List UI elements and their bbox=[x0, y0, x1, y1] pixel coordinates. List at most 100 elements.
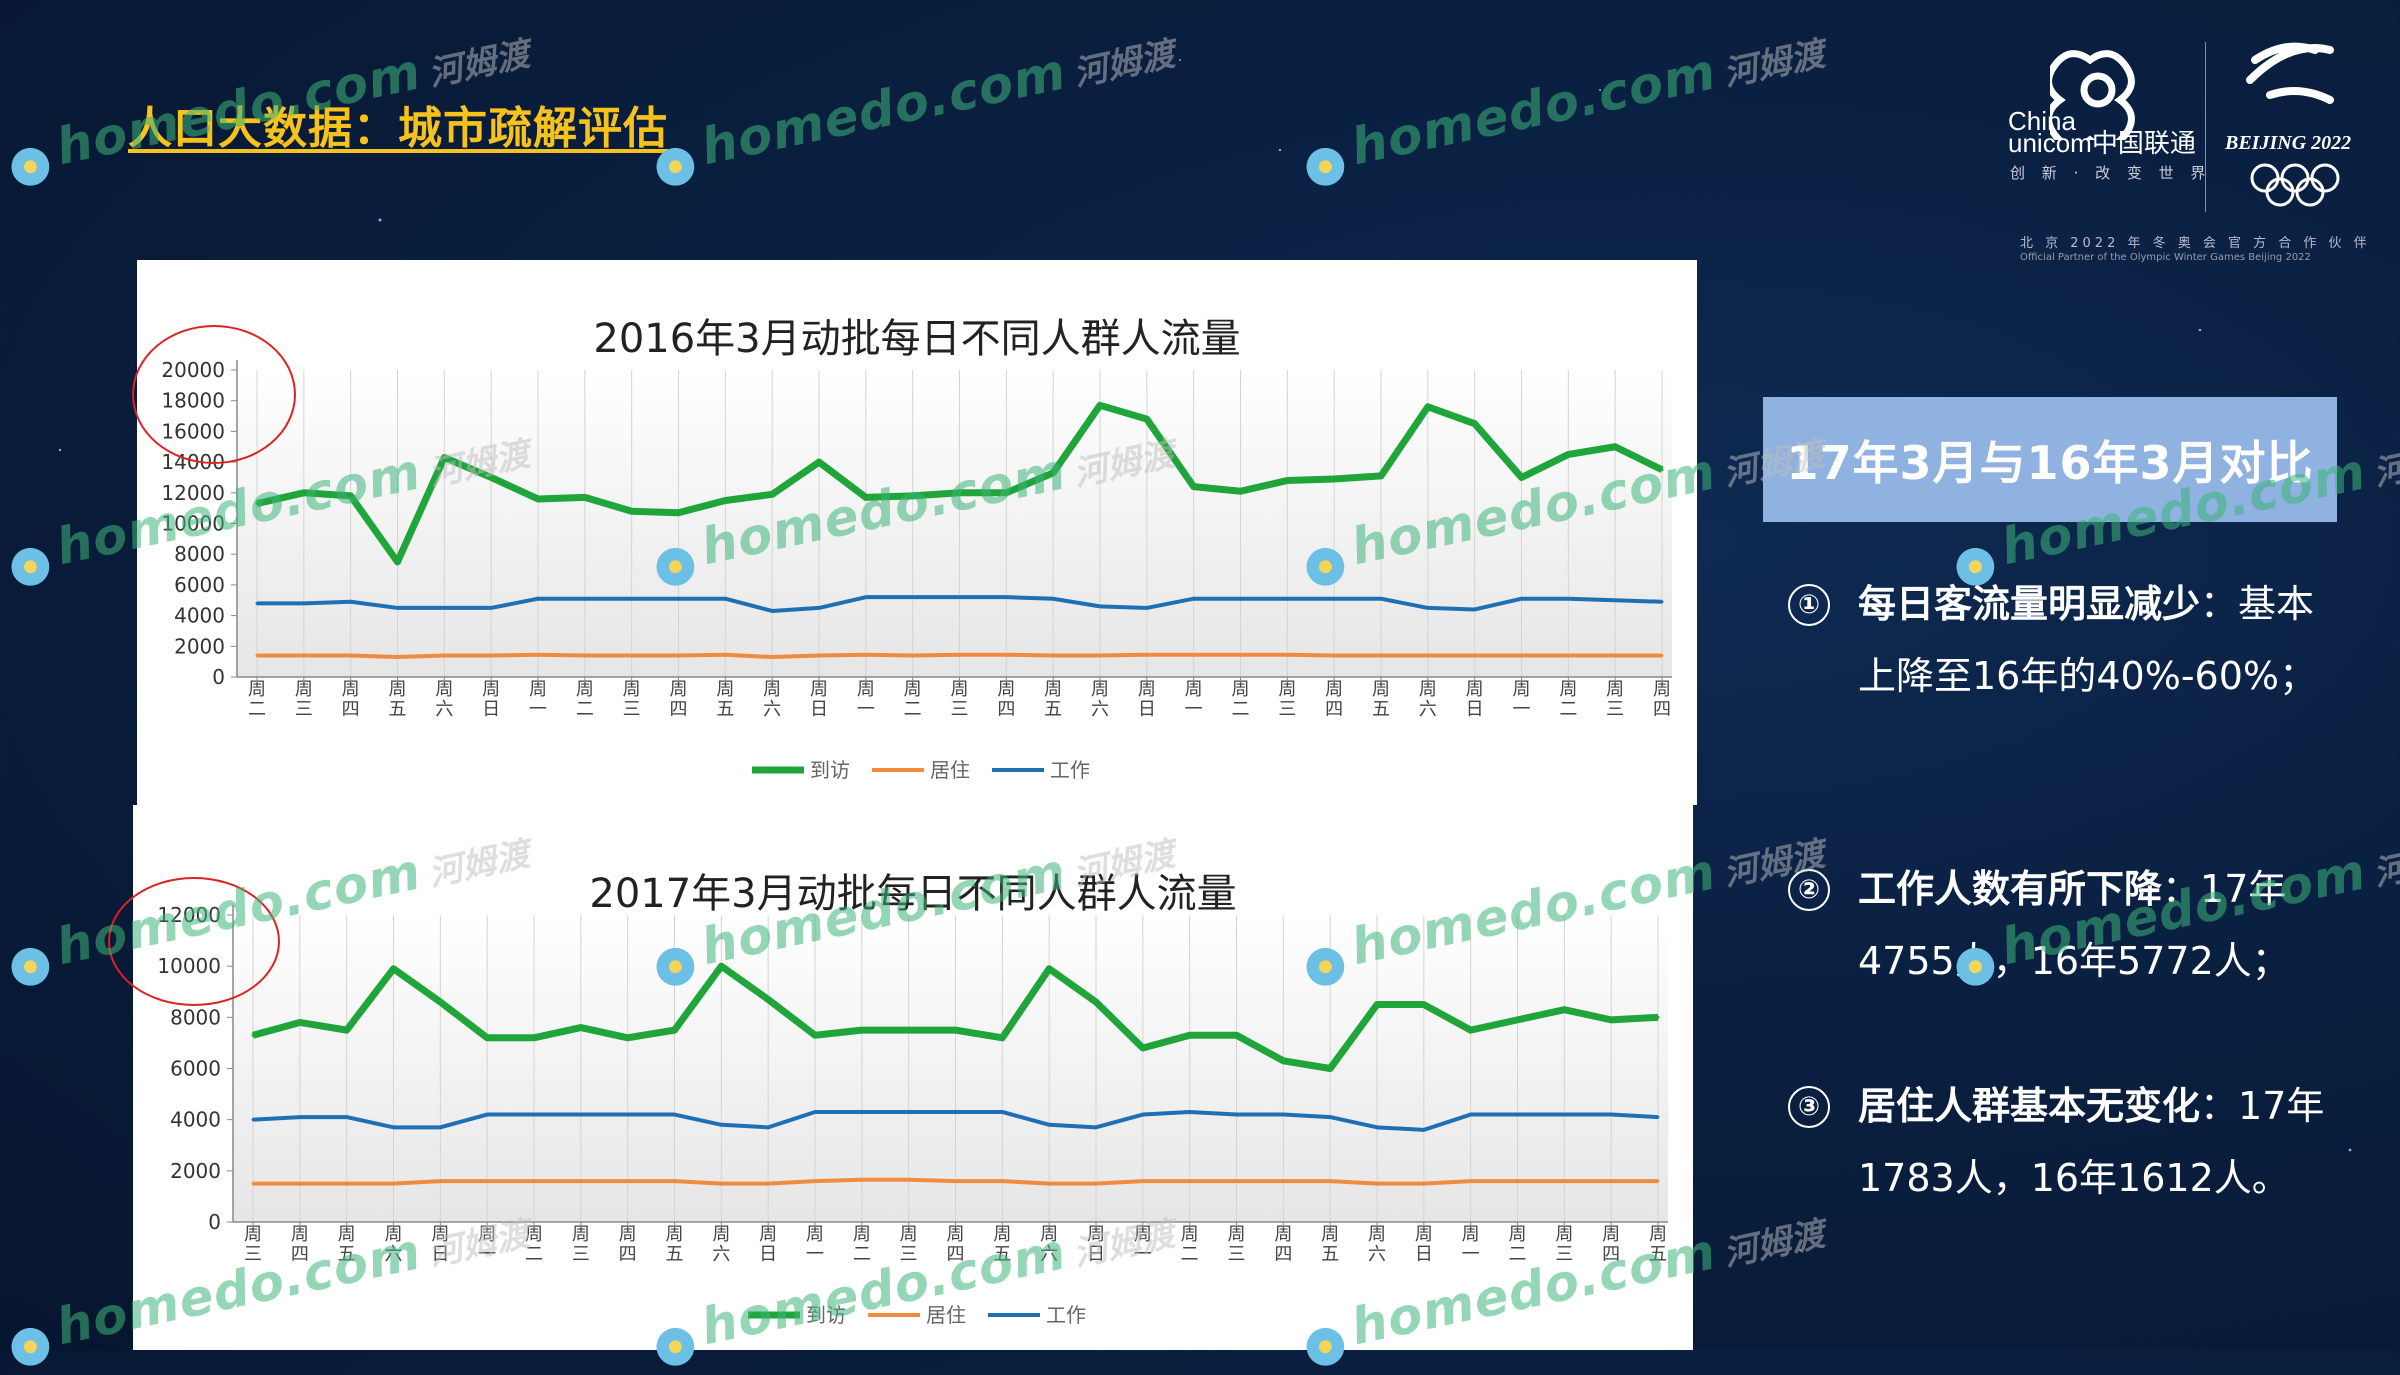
x-tick-label: 周五 bbox=[1321, 1224, 1339, 1265]
data-point bbox=[1656, 1179, 1660, 1183]
data-point bbox=[958, 491, 961, 495]
x-tick-label: 周五 bbox=[666, 1224, 684, 1265]
data-point bbox=[1235, 1113, 1238, 1117]
data-point bbox=[630, 509, 634, 513]
data-point bbox=[489, 606, 493, 610]
data-point bbox=[1000, 1110, 1004, 1114]
data-point bbox=[907, 1178, 911, 1182]
data-point bbox=[345, 1028, 349, 1032]
data-point bbox=[1422, 1182, 1426, 1186]
data-point bbox=[392, 1182, 395, 1186]
x-tick-label: 周二 bbox=[248, 679, 266, 720]
data-point bbox=[719, 1182, 723, 1186]
data-point bbox=[770, 609, 774, 613]
x-tick-label: 周三 bbox=[1278, 679, 1296, 720]
data-point bbox=[723, 498, 727, 502]
data-point bbox=[1328, 1067, 1332, 1070]
x-tick-label: 周二 bbox=[525, 1224, 543, 1265]
y-tick-label: 10000 bbox=[161, 512, 225, 536]
x-tick-label: 周日 bbox=[1087, 1224, 1105, 1265]
data-point bbox=[817, 460, 821, 464]
data-point bbox=[1609, 1179, 1613, 1183]
data-point bbox=[485, 1036, 489, 1040]
x-tick-label: 周三 bbox=[572, 1224, 590, 1265]
data-point bbox=[864, 595, 868, 599]
compare-point-3: ③ 居住人群基本无变化：17年1783人，16年1612人。 bbox=[1788, 1070, 2328, 1214]
data-point bbox=[1332, 597, 1336, 601]
data-point bbox=[1660, 654, 1664, 658]
data-point bbox=[813, 1033, 817, 1037]
legend-label: 到访 bbox=[806, 1303, 846, 1327]
x-tick-label: 周四 bbox=[1274, 1224, 1292, 1265]
x-tick-label: 周二 bbox=[1181, 1224, 1199, 1265]
data-point bbox=[817, 654, 821, 658]
data-point bbox=[1426, 606, 1430, 610]
data-point bbox=[1051, 654, 1055, 658]
data-point bbox=[958, 653, 961, 657]
data-point bbox=[1239, 489, 1242, 493]
compare-point-1: ① 每日客流量明显减少：基本上降至16年的40%-60%； bbox=[1788, 568, 2328, 712]
x-tick-label: 周五 bbox=[716, 679, 734, 720]
data-point bbox=[583, 654, 587, 658]
data-point bbox=[1051, 471, 1055, 475]
data-point bbox=[1000, 1179, 1004, 1183]
x-tick-label: 周六 bbox=[1091, 679, 1109, 720]
data-point bbox=[302, 491, 306, 495]
data-point bbox=[860, 1028, 864, 1032]
data-point bbox=[392, 967, 395, 971]
data-point bbox=[1562, 1008, 1566, 1012]
data-point bbox=[255, 654, 259, 658]
data-point bbox=[1098, 654, 1102, 658]
y-tick-label: 2000 bbox=[174, 634, 225, 658]
data-point bbox=[1379, 597, 1383, 601]
annotation-circle bbox=[132, 325, 296, 464]
point-headline: 每日客流量明显减少 bbox=[1858, 582, 2201, 626]
data-point bbox=[770, 492, 774, 496]
point-number: ① bbox=[1788, 584, 1830, 626]
data-point bbox=[349, 600, 353, 604]
x-tick-label: 周五 bbox=[993, 1224, 1011, 1265]
line-chart-2016: 0200040006000800010000120001400016000180… bbox=[161, 358, 1672, 782]
data-point bbox=[860, 1178, 864, 1182]
compare-header: 17年3月与16年3月对比 bbox=[1763, 397, 2337, 522]
data-point bbox=[1098, 604, 1102, 608]
data-point bbox=[396, 655, 399, 659]
data-point bbox=[954, 1028, 957, 1032]
x-tick-label: 周四 bbox=[342, 679, 360, 720]
data-point bbox=[1375, 1003, 1379, 1007]
x-tick-label: 周三 bbox=[244, 1224, 262, 1265]
data-point bbox=[1047, 1182, 1051, 1186]
x-tick-label: 周四 bbox=[997, 679, 1015, 720]
x-tick-label: 周四 bbox=[670, 679, 688, 720]
data-point bbox=[345, 1115, 349, 1119]
data-point bbox=[298, 1115, 302, 1119]
data-point bbox=[1375, 1182, 1379, 1186]
data-point bbox=[1332, 477, 1336, 481]
sponsor-logo: China unicom中国联通 创 新 · 改 变 世 界 BEIJING 20… bbox=[1955, 30, 2375, 280]
data-point bbox=[1426, 654, 1430, 658]
data-point bbox=[1562, 1179, 1566, 1183]
x-tick-label: 周四 bbox=[291, 1224, 309, 1265]
x-tick-label: 周六 bbox=[1419, 679, 1437, 720]
data-point bbox=[907, 1110, 911, 1114]
legend-label: 居住 bbox=[926, 1303, 966, 1327]
data-point bbox=[1566, 452, 1570, 456]
data-point bbox=[1566, 597, 1570, 601]
data-point bbox=[911, 494, 915, 498]
data-point bbox=[1281, 1113, 1285, 1117]
data-point bbox=[1192, 653, 1196, 657]
x-tick-label: 周一 bbox=[1513, 679, 1531, 720]
data-point bbox=[677, 511, 680, 515]
data-point bbox=[1047, 1123, 1051, 1127]
data-point bbox=[1004, 595, 1008, 599]
point-text: ：17年1783人，16年1612人。 bbox=[1858, 1084, 2325, 1200]
data-point bbox=[813, 1110, 817, 1114]
watermark: homedo.com河姆渡 bbox=[1293, 19, 1830, 195]
data-point bbox=[1332, 654, 1336, 658]
data-point bbox=[1235, 1033, 1238, 1037]
x-tick-label: 周日 bbox=[482, 679, 500, 720]
data-point bbox=[723, 653, 727, 657]
data-point bbox=[1328, 1115, 1332, 1119]
data-point bbox=[345, 1182, 349, 1186]
page-title: 人口大数据：城市疏解评估 bbox=[128, 103, 668, 154]
